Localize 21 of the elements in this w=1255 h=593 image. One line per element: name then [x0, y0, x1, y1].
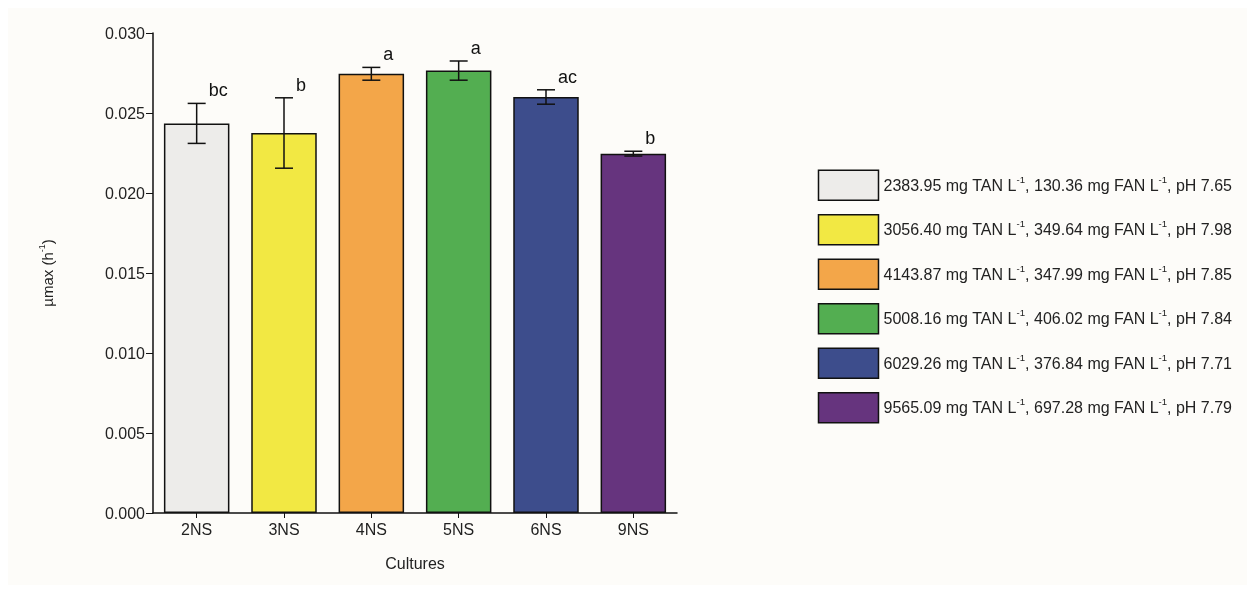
y-tick-label: 0.000 — [104, 504, 146, 522]
x-axis-title: Cultures — [385, 554, 445, 572]
x-tick-label: 5NS — [443, 520, 475, 538]
annotation: bc — [208, 80, 228, 101]
annotation: a — [470, 38, 482, 58]
y-tick-label: 0.025 — [104, 104, 146, 122]
y-tick-label: 0.010 — [104, 344, 146, 362]
x-tick-label: 3NS — [268, 520, 300, 538]
y-axis-title: µmax (h-1) — [36, 239, 56, 307]
annotation: ac — [558, 66, 578, 87]
x-tick-label: 4NS — [355, 520, 387, 538]
y-tick-label: 0.015 — [104, 264, 146, 282]
x-tick-label: 2NS — [181, 520, 213, 538]
x-tick-label: 9NS — [617, 520, 649, 538]
annotation: b — [645, 128, 656, 149]
y-tick-label: 0.020 — [104, 184, 146, 202]
annotation: b — [296, 74, 307, 95]
annotation: a — [383, 44, 395, 65]
y-tick-label: 0.005 — [104, 424, 146, 442]
x-tick-label: 6NS — [530, 520, 562, 538]
y-tick-label: 0.030 — [104, 24, 146, 42]
